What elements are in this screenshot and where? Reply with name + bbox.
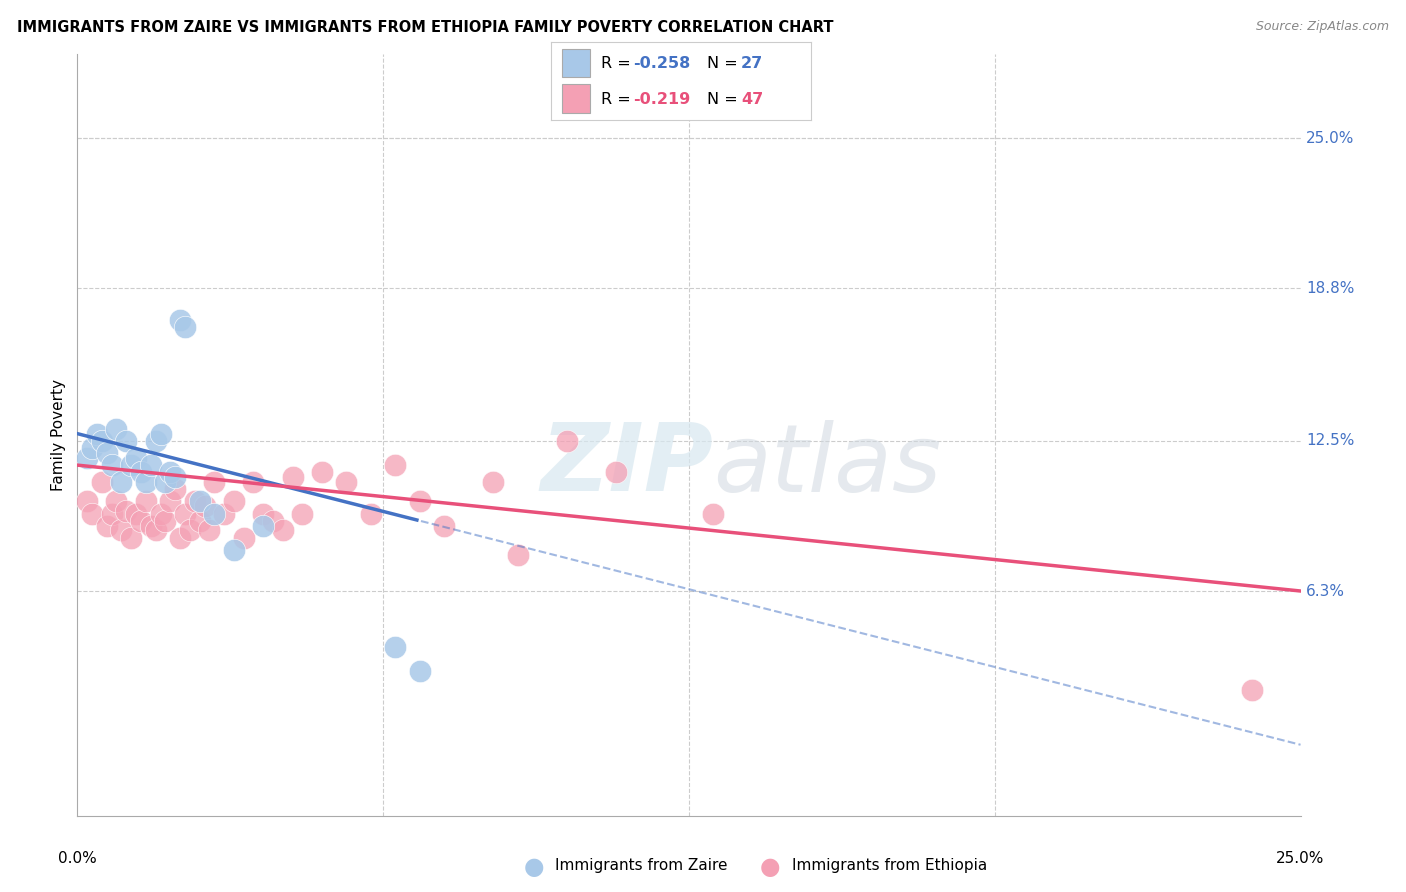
Point [115,504,138,518]
Point [202,507,225,521]
Point [135,475,157,489]
Point [384,458,406,472]
Point [129,514,152,528]
Point [433,518,456,533]
Point [139,518,162,533]
Text: 0.0%: 0.0% [58,852,97,866]
Text: ●: ● [761,855,780,879]
Point [169,531,191,545]
Point [100,507,122,521]
Point [252,518,274,533]
Point [360,507,382,521]
Point [115,434,138,448]
Point [179,524,201,538]
Point [222,542,245,557]
Point [120,531,142,545]
Text: 25.0%: 25.0% [1277,852,1324,866]
Y-axis label: Family Poverty: Family Poverty [51,379,66,491]
Point [555,434,578,448]
Point [110,475,132,489]
Point [165,470,187,484]
Text: -0.219: -0.219 [633,92,690,107]
Bar [561,85,591,112]
Point [76,450,98,465]
Text: 27: 27 [741,55,763,70]
Point [506,548,529,562]
Point [100,458,122,472]
Point [90,434,112,448]
Point [188,514,211,528]
Bar [561,49,591,78]
Point [482,475,505,489]
Text: 18.8%: 18.8% [1306,281,1354,296]
Text: 25.0%: 25.0% [1306,131,1354,145]
Text: R =: R = [600,55,636,70]
Text: atlas: atlas [713,420,942,511]
Point [242,475,264,489]
Point [149,507,172,521]
Point [96,446,118,460]
Point [105,494,128,508]
Text: IMMIGRANTS FROM ZAIRE VS IMMIGRANTS FROM ETHIOPIA FAMILY POVERTY CORRELATION CHA: IMMIGRANTS FROM ZAIRE VS IMMIGRANTS FROM… [17,20,834,35]
Point [159,466,181,480]
Text: 12.5%: 12.5% [1306,434,1354,449]
Point [169,313,191,327]
Point [311,466,333,480]
Point [281,470,304,484]
Point [193,500,215,514]
Point [120,458,142,472]
Text: Immigrants from Zaire: Immigrants from Zaire [555,858,728,872]
Point [174,507,197,521]
Text: Source: ZipAtlas.com: Source: ZipAtlas.com [1256,20,1389,33]
Text: -0.258: -0.258 [633,55,690,70]
Text: ZIP: ZIP [540,419,713,511]
Point [76,494,98,508]
Point [271,524,294,538]
Point [335,475,357,489]
Point [139,458,162,472]
Point [174,320,197,334]
Point [125,507,148,521]
Point [135,494,157,508]
Point [155,514,177,528]
Point [222,494,245,508]
Point [232,531,254,545]
Text: N =: N = [707,55,744,70]
Point [96,518,118,533]
Point [159,494,181,508]
Point [125,450,148,465]
Point [129,466,152,480]
Text: 47: 47 [741,92,763,107]
Point [605,466,627,480]
Point [188,494,211,508]
Point [198,524,221,538]
Point [252,507,274,521]
Point [291,507,314,521]
Point [202,475,225,489]
Text: ●: ● [524,855,544,879]
Point [149,426,172,441]
Point [110,524,132,538]
Point [384,640,406,654]
Point [155,475,177,489]
Point [212,507,235,521]
Text: Immigrants from Ethiopia: Immigrants from Ethiopia [792,858,987,872]
Point [702,507,724,521]
Point [80,507,103,521]
Text: R =: R = [600,92,636,107]
Point [409,494,432,508]
Point [145,524,167,538]
Point [409,664,432,678]
Point [145,434,167,448]
Point [86,426,108,441]
Point [80,441,103,455]
Text: 6.3%: 6.3% [1306,583,1346,599]
Point [184,494,207,508]
Text: N =: N = [707,92,744,107]
Point [1240,683,1263,698]
Point [105,422,128,436]
Point [90,475,112,489]
Point [262,514,284,528]
Point [165,483,187,497]
